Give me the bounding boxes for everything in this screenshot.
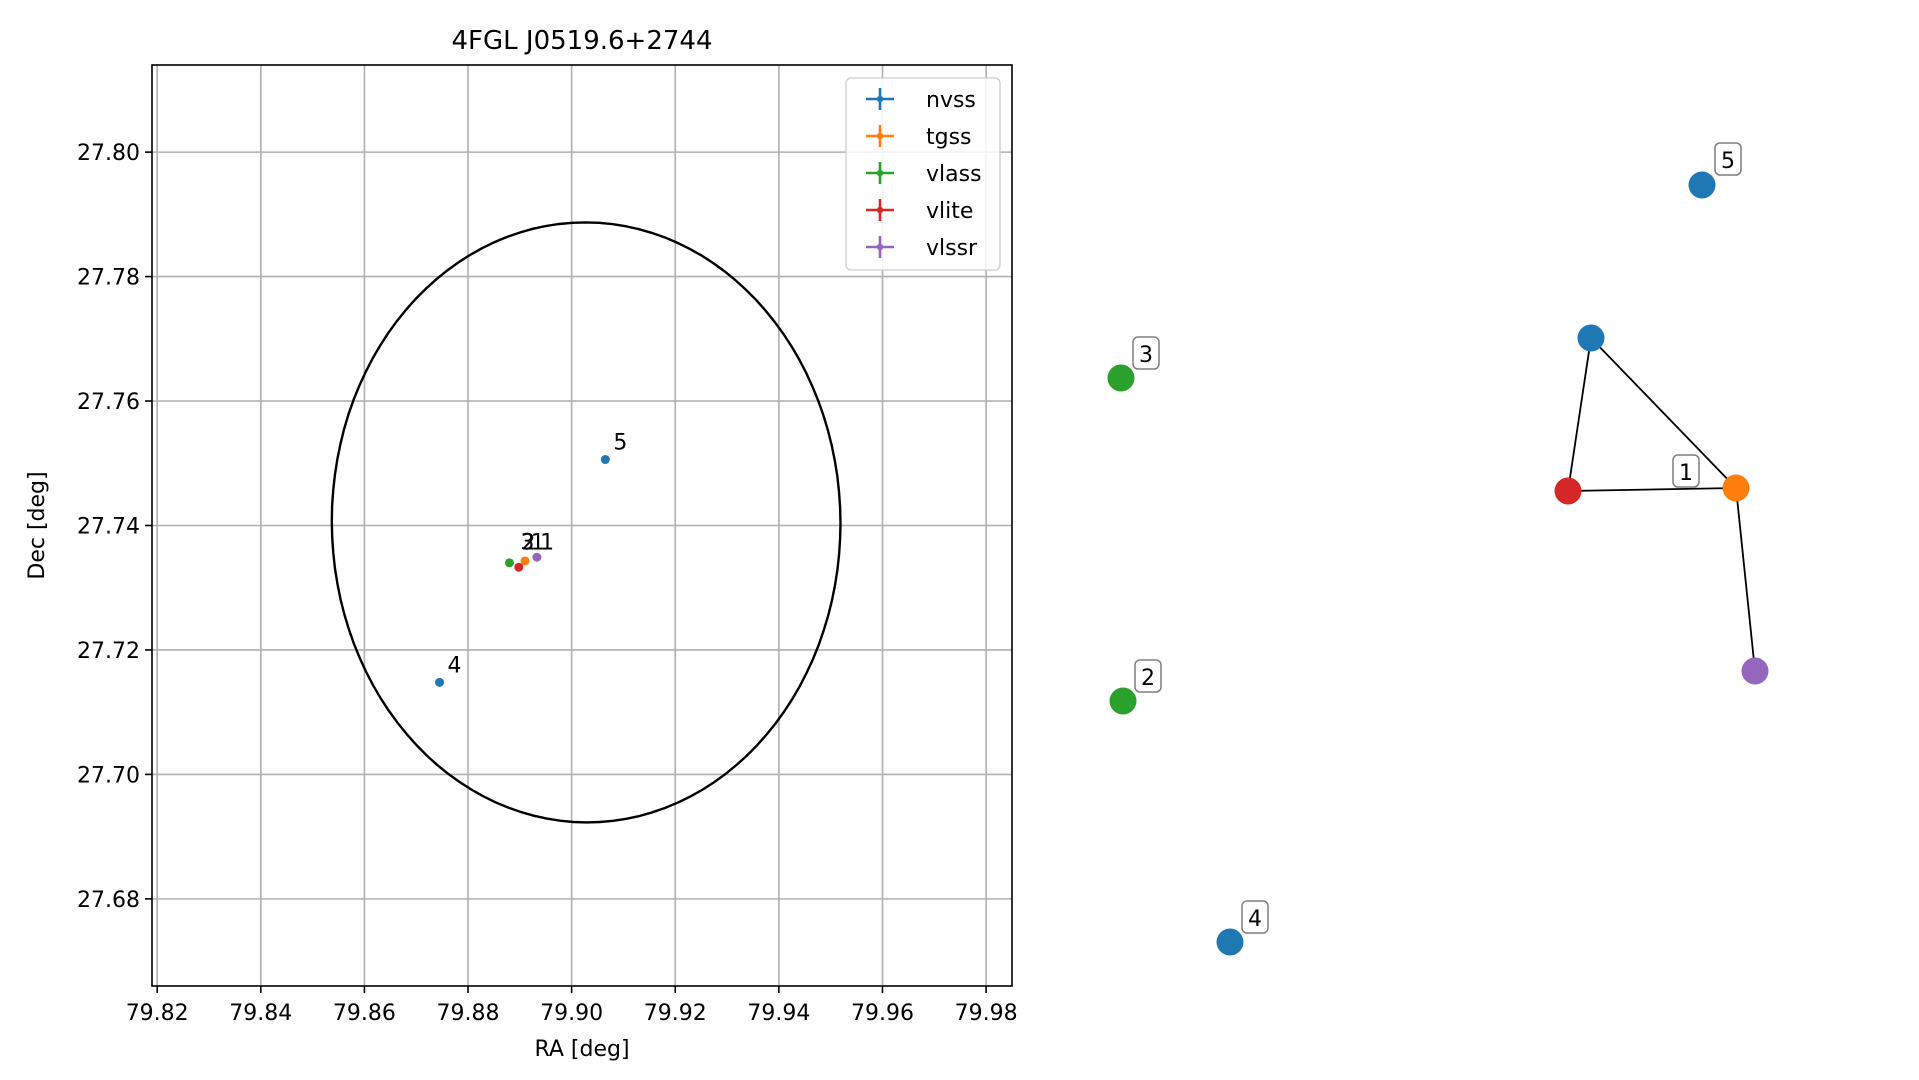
legend-marker-dot <box>876 169 884 177</box>
network-edge <box>1735 487 1756 672</box>
node-label-box <box>1134 659 1162 693</box>
data-point-nvss <box>435 677 445 687</box>
node-label-box <box>1241 900 1269 934</box>
network-node-labels: 5 1 3 2 4 <box>1132 142 1742 934</box>
x-tick-label: 79.86 <box>333 1001 396 1026</box>
legend-marker-dot <box>876 206 884 214</box>
network-node <box>1577 324 1605 352</box>
legend-label-vlssr: vlssr <box>926 236 978 261</box>
y-ticks: 27.68 27.70 27.72 27.74 27.76 27.78 27.80 <box>77 141 152 913</box>
data-point-tgss <box>520 556 530 566</box>
x-tick-label: 79.90 <box>540 1001 603 1026</box>
legend-label-vlass: vlass <box>926 162 982 187</box>
chart-title: 4FGL J0519.6+2744 <box>452 26 713 56</box>
legend-marker-dot <box>876 132 884 140</box>
x-tick-label: 79.92 <box>644 1001 707 1026</box>
network-node <box>1741 657 1769 685</box>
point-label: 5 <box>613 431 627 456</box>
network-node <box>1107 364 1135 392</box>
network-edge <box>1567 337 1592 492</box>
data-point-vlssr <box>532 552 542 562</box>
node-label: 4 <box>1248 907 1262 932</box>
node-label: 1 <box>1679 461 1693 486</box>
x-tick-label: 79.94 <box>747 1001 810 1026</box>
point-label: 2 <box>521 531 535 556</box>
legend: nvss tgss vlass vlite vlssr <box>845 77 1001 271</box>
error-ellipse <box>330 221 842 824</box>
legend-marker-dot <box>876 95 884 103</box>
network-edge <box>1567 487 1737 492</box>
node-label: 2 <box>1141 666 1155 691</box>
data-point-nvss <box>600 455 610 465</box>
node-label-box <box>1672 454 1700 488</box>
node-label: 3 <box>1139 343 1153 368</box>
legend-label-vlite: vlite <box>926 199 973 224</box>
network-node <box>1554 477 1582 505</box>
node-label-box <box>1132 336 1160 370</box>
network-node <box>1722 474 1750 502</box>
legend-label-tgss: tgss <box>926 125 972 150</box>
y-tick-label: 27.68 <box>77 888 140 913</box>
legend-box <box>845 77 1001 271</box>
network-node <box>1216 928 1244 956</box>
x-tick-label: 79.96 <box>851 1001 914 1026</box>
network-edges <box>1567 337 1756 672</box>
y-tick-label: 27.74 <box>77 515 140 540</box>
x-tick-label: 79.98 <box>955 1001 1018 1026</box>
legend-label-nvss: nvss <box>926 88 976 113</box>
network-edge <box>1590 337 1737 489</box>
legend-marker-dot <box>876 243 884 251</box>
x-tick-label: 79.82 <box>126 1001 189 1026</box>
point-label: 4 <box>448 653 462 678</box>
network-node <box>1109 687 1137 715</box>
data-point-vlite <box>514 562 524 572</box>
y-tick-label: 27.76 <box>77 390 140 415</box>
y-tick-label: 27.70 <box>77 763 140 788</box>
point-label: 1 <box>540 531 554 556</box>
network-nodes <box>1107 171 1769 956</box>
y-tick-label: 27.78 <box>77 266 140 291</box>
x-ticks: 79.82 79.84 79.86 79.88 79.90 79.92 79.94 79.96… <box>126 986 1018 1026</box>
data-points <box>435 455 610 687</box>
point-label: 3 <box>520 531 534 556</box>
point-label: 1 <box>531 531 545 556</box>
x-axis-label: RA [deg] <box>534 1037 629 1062</box>
network-panel: 5 1 3 2 4 <box>1107 142 1769 956</box>
node-label-box <box>1714 142 1742 176</box>
y-axis-label: Dec [deg] <box>25 471 50 579</box>
network-node <box>1688 171 1716 199</box>
data-point-vlass <box>504 558 514 568</box>
x-tick-label: 79.88 <box>437 1001 500 1026</box>
x-tick-label: 79.84 <box>229 1001 292 1026</box>
y-tick-label: 27.80 <box>77 141 140 166</box>
y-tick-label: 27.72 <box>77 639 140 664</box>
node-label: 5 <box>1721 149 1735 174</box>
